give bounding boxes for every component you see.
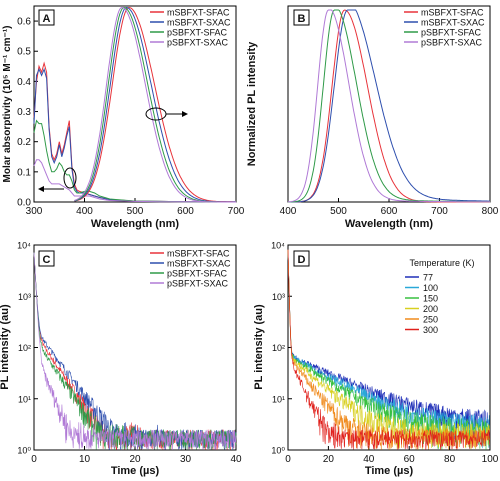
panel-d-ylabel: PL intensity (au) (253, 304, 265, 390)
c-ytick-label: 10¹ (18, 394, 31, 404)
b-legend-label: mSBFXT-SFAC (421, 8, 484, 18)
b-legend-label: pSBFXT-SXAC (421, 38, 483, 48)
d-legend-label: 200 (423, 304, 438, 314)
panel-b-ylabel: Normalized PL intensity (246, 41, 258, 166)
c-ytick-label: 10⁴ (17, 241, 31, 251)
a-ytick-label: 0.4 (17, 77, 31, 88)
absorption-left-arrowhead (38, 186, 44, 192)
panel-b-letter: B (298, 13, 306, 25)
c-xtick-label: 0 (31, 454, 37, 465)
panel-d-letter-box (293, 250, 310, 267)
d-legend-title: Temperature (K) (409, 258, 474, 268)
a-ytick-label: 0.0 (17, 198, 31, 209)
c-decay-curve-1 (33, 252, 237, 451)
b-xtick-label: 500 (330, 206, 347, 217)
a-xtick-label: 400 (76, 206, 93, 217)
d-legend-label: 100 (423, 283, 438, 293)
panel-a: A Wavelength (nm) Molar absorptivity (10… (2, 5, 245, 230)
c-xtick-label: 40 (230, 454, 242, 465)
d-xtick-label: 20 (323, 454, 335, 465)
a-ytick-label: 0.2 (17, 137, 31, 148)
panel-b-letter-box (293, 9, 310, 26)
c-ytick-label: 10³ (18, 292, 31, 302)
pl-curve-3 (74, 6, 236, 203)
a-ytick-label: 0.3 (17, 107, 31, 118)
b-legend-label: pSBFXT-SFAC (421, 28, 482, 38)
absorption-curve-1 (33, 67, 236, 203)
b-xtick-label: 600 (381, 206, 398, 217)
d-ytick-label: 10² (272, 343, 285, 353)
a-xtick-label: 600 (177, 206, 194, 217)
b-xtick-label: 700 (431, 206, 448, 217)
panel-c: C Time (µs) PL intensity (au) 0 10 20 30 40 1… (0, 241, 242, 478)
panel-c-letter: C (43, 254, 51, 266)
a-legend-label: mSBFXT-SFAC (167, 8, 230, 18)
panel-a-letter: A (43, 13, 51, 25)
d-xtick-label: 100 (482, 454, 499, 465)
panel-c-ylabel: PL intensity (au) (0, 304, 11, 390)
d-ytick-label: 10³ (272, 292, 285, 302)
a-xtick-label: 700 (228, 206, 245, 217)
c-ytick-label: 10⁰ (17, 446, 31, 456)
d-xtick-label: 40 (363, 454, 375, 465)
a-xtick-label: 500 (127, 206, 144, 217)
a-ytick-label: 0.1 (17, 167, 31, 178)
panel-d: D Time (µs) PL intensity (au) 0 20 40 60 80 1… (253, 241, 499, 478)
d-xtick-label: 60 (404, 454, 416, 465)
d-decay-curve-3 (287, 249, 490, 450)
d-legend-label: 250 (423, 315, 438, 325)
b-legend-label: mSBFXT-SXAC (421, 18, 485, 28)
d-legend-label: 77 (423, 273, 433, 283)
c-ytick-label: 10² (18, 343, 31, 353)
c-legend-label: pSBFXT-SXAC (167, 279, 229, 289)
panel-a-letter-box (38, 9, 55, 26)
panel-b: B Wavelength (nm) Normalized PL intensit… (246, 5, 499, 230)
d-ytick-label: 10¹ (272, 394, 285, 404)
c-decay-curve-3 (33, 252, 237, 450)
a-legend-label: pSBFXT-SXAC (167, 38, 229, 48)
b-xtick-label: 800 (482, 206, 499, 217)
d-decay-curve-5 (287, 249, 490, 450)
c-xtick-label: 20 (129, 454, 141, 465)
absorption-circle-marker (63, 167, 77, 189)
c-legend-label: pSBFXT-SFAC (167, 269, 228, 279)
absorption-curve-2 (33, 119, 236, 203)
panel-a-xlabel: Wavelength (nm) (91, 218, 180, 230)
d-legend-label: 150 (423, 294, 438, 304)
c-xtick-label: 10 (79, 454, 91, 465)
d-legend-label: 300 (423, 325, 438, 335)
panel-c-letter-box (38, 250, 55, 267)
panel-a-annotations (38, 107, 188, 192)
pl-curve-0 (74, 6, 236, 203)
a-legend-label: pSBFXT-SFAC (167, 28, 228, 38)
absorption-curve-3 (33, 159, 236, 203)
a-ytick-label: 0.5 (17, 47, 31, 58)
panel-a-ylabel: Molar absorptivity (10⁵ M⁻¹ cm⁻¹) (2, 26, 13, 183)
d-ytick-label: 10⁴ (271, 241, 285, 251)
c-legend-label: mSBFXT-SFAC (167, 249, 230, 259)
panel-d-letter: D (298, 254, 306, 266)
a-xtick-label: 300 (26, 206, 43, 217)
a-legend-label: mSBFXT-SXAC (167, 18, 231, 28)
panel-b-xlabel: Wavelength (nm) (345, 218, 434, 230)
c-legend-label: mSBFXT-SXAC (167, 259, 231, 269)
pl-right-arrowhead (182, 111, 188, 117)
a-ytick-label: 0.6 (17, 17, 31, 28)
d-xtick-label: 0 (285, 454, 291, 465)
d-xtick-label: 80 (444, 454, 456, 465)
panel-c-xlabel: Time (µs) (111, 465, 160, 477)
d-ytick-label: 10⁰ (271, 446, 285, 456)
b-pl-curve-1 (288, 9, 490, 203)
c-xtick-label: 30 (180, 454, 192, 465)
b-pl-curve-3 (288, 9, 490, 203)
panel-d-xlabel: Time (µs) (365, 465, 414, 477)
b-xtick-label: 400 (280, 206, 297, 217)
